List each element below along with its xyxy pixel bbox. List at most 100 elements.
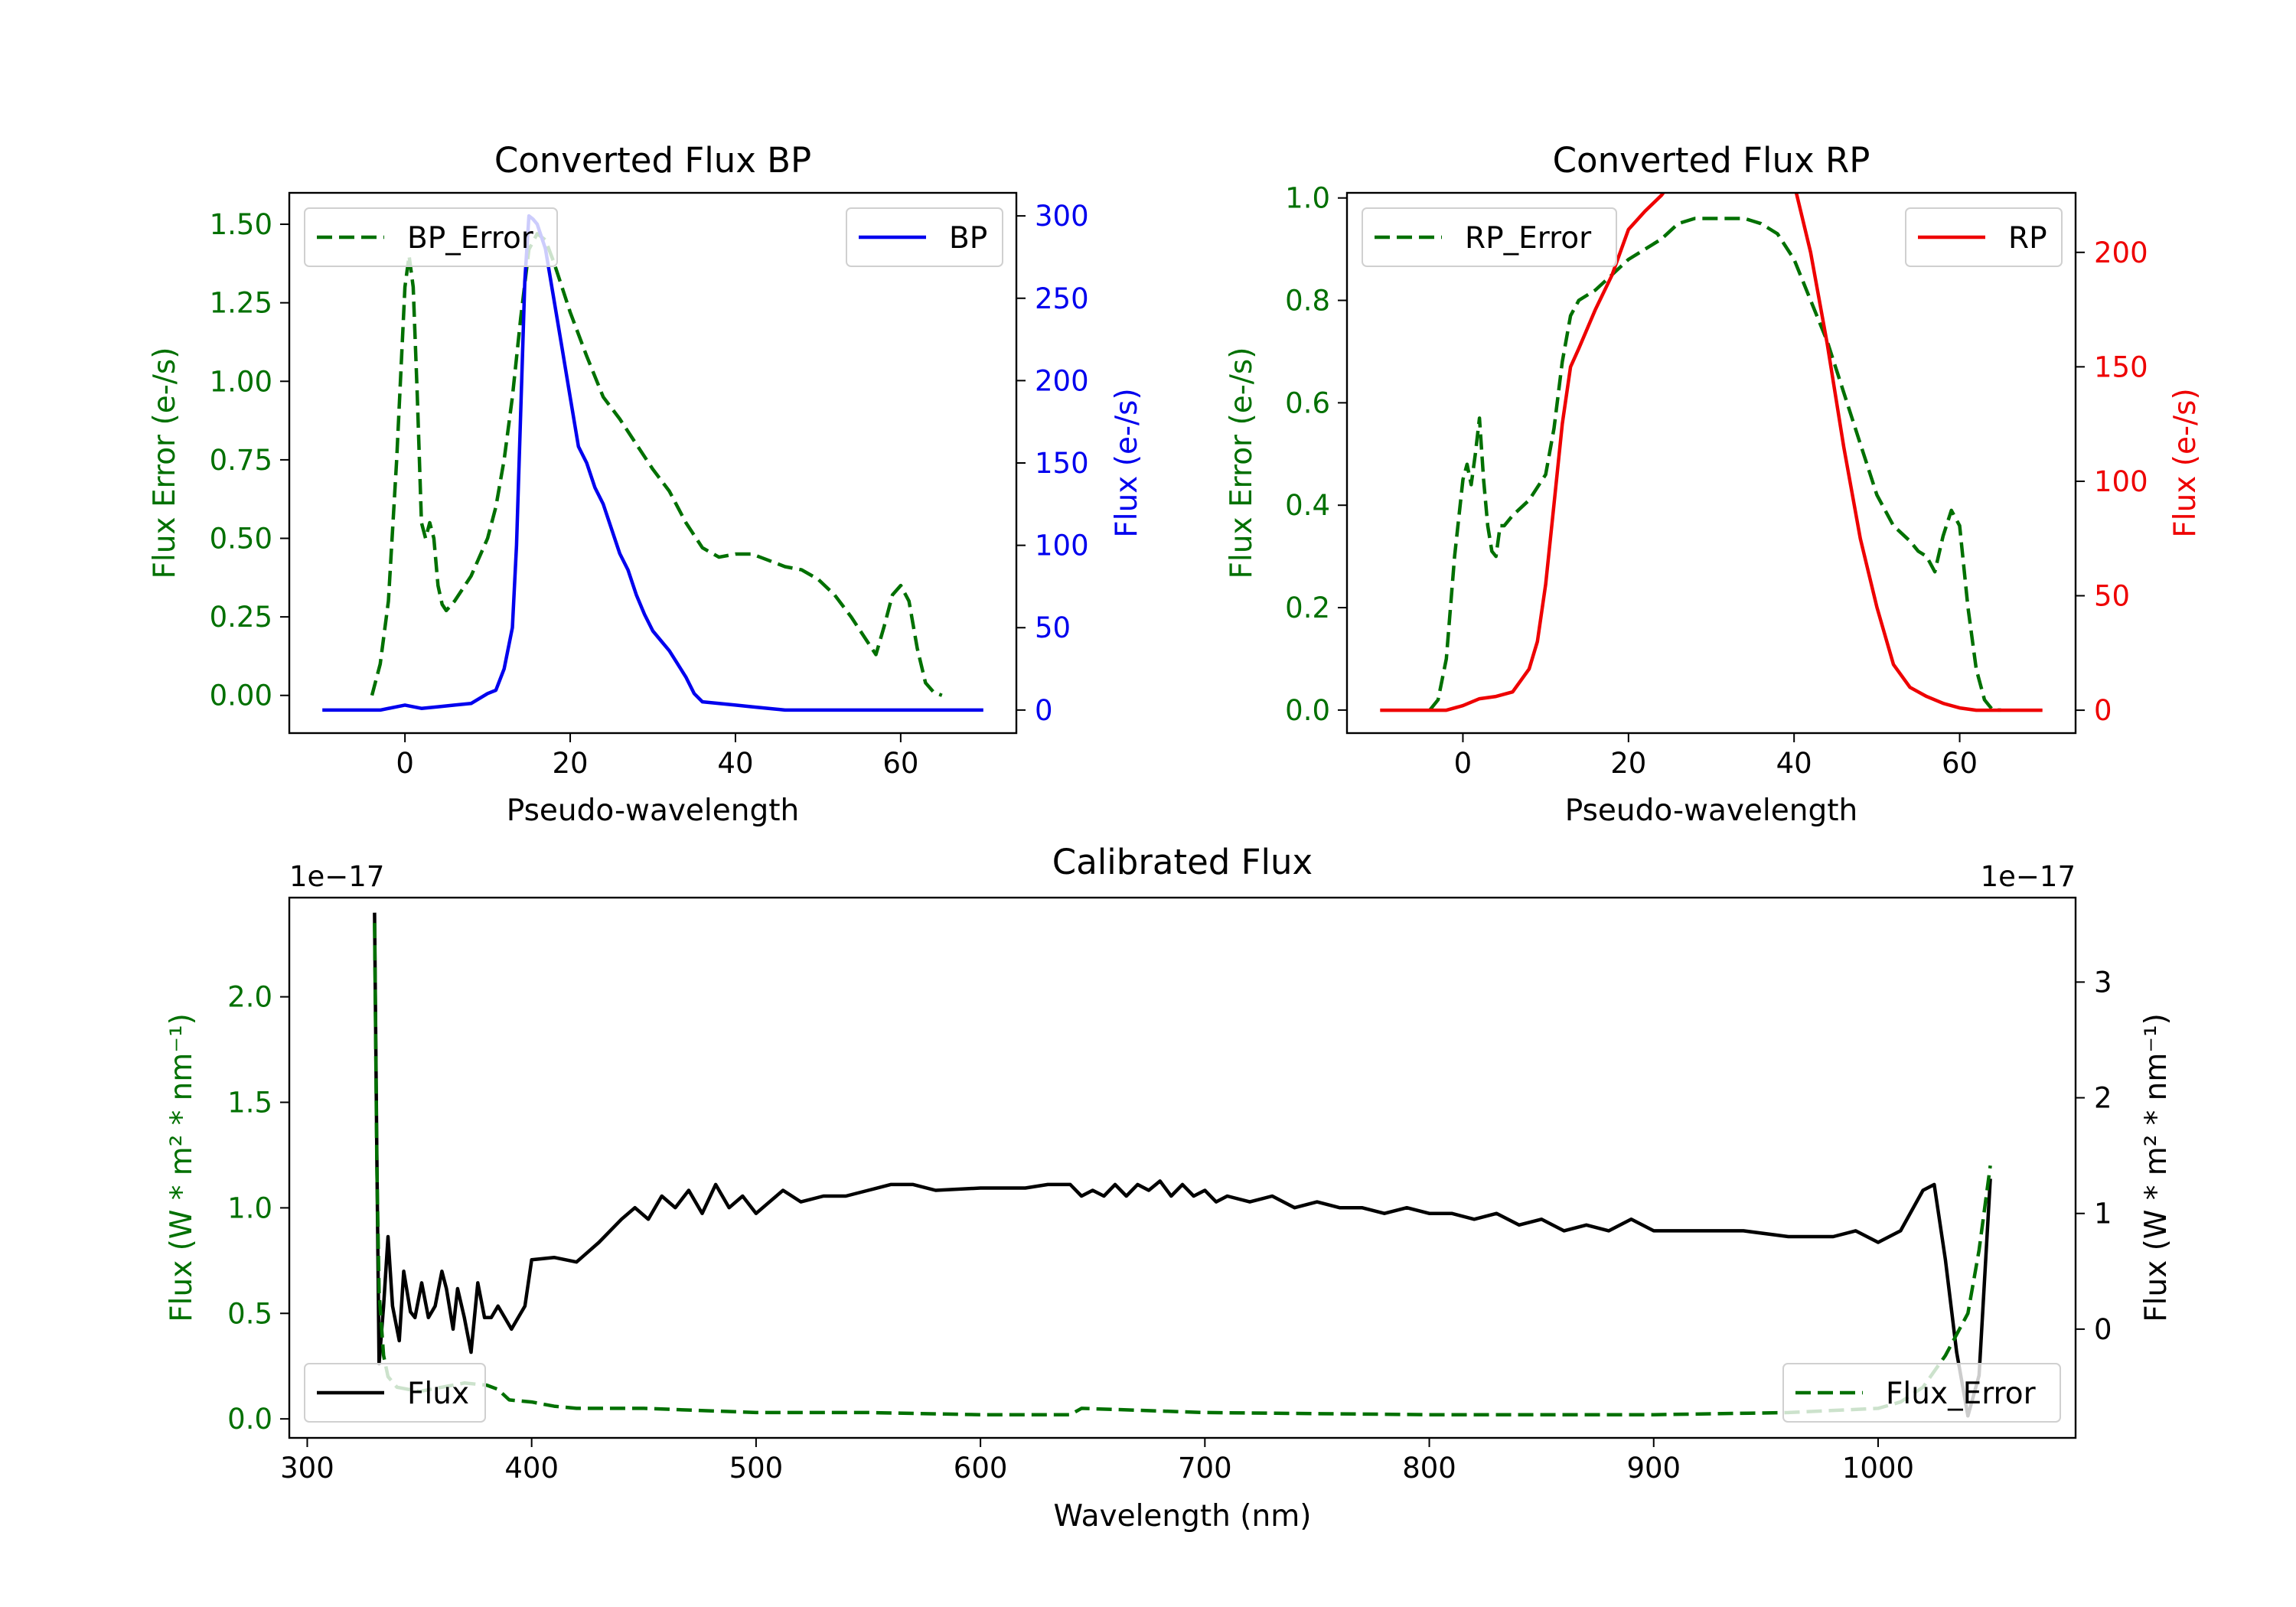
legend-left-label: BP_Error — [407, 221, 534, 256]
right-y-tick-label: 200 — [1035, 364, 1089, 397]
left-y-tick-label: 0.0 — [1285, 694, 1330, 727]
legend-left-label: RP_Error — [1465, 221, 1592, 256]
x-tick-label: 40 — [1776, 747, 1812, 780]
legend-right: BP — [846, 207, 1003, 267]
right-y-axis-label: Flux (W * m² * nm⁻¹) — [2139, 1013, 2174, 1322]
left-y-axis-label: Flux Error (e-/s) — [1225, 347, 1259, 579]
left-y-tick-label: 1.00 — [210, 365, 272, 398]
left-y-tick-label: 0.8 — [1285, 285, 1330, 318]
left-y-tick-label: 0.6 — [1285, 386, 1330, 419]
right-y-tick-label: 3 — [2094, 966, 2112, 999]
x-tick-label: 0 — [1454, 747, 1473, 780]
right-y-tick-label: 100 — [1035, 530, 1089, 562]
legend-right-box — [1782, 1363, 2061, 1423]
left-y-tick-label: 1.5 — [227, 1087, 272, 1120]
legend-left-box — [1362, 207, 1617, 267]
legend-right: Flux_Error — [1782, 1363, 2061, 1423]
legend-left-box — [304, 1363, 486, 1423]
legend-left: RP_Error — [1362, 207, 1617, 267]
series-line-rp — [1380, 193, 2043, 712]
right-y-tick-label: 0 — [2094, 694, 2112, 727]
series-line-flux — [373, 912, 1992, 1418]
x-axis-ticks: 0 20 40 60 — [1454, 733, 1978, 780]
left-y-tick-label: 1.25 — [210, 287, 272, 320]
chart-calibrated: Calibrated Flux 1e−17 1e−17 300 400 500 600… — [165, 842, 2174, 1534]
legend-left-box — [304, 207, 558, 267]
chart-title: Converted Flux RP — [1553, 140, 1870, 181]
left-offset-label: 1e−17 — [289, 860, 384, 893]
left-y-tick-label: 0.00 — [210, 680, 272, 712]
series-line-rp-error — [1428, 217, 2001, 712]
x-tick-label: 60 — [1942, 747, 1978, 780]
x-tick-label: 40 — [717, 747, 753, 780]
left-y-axis-ticks: 0.0 0.5 1.0 1.5 2.0 — [227, 981, 289, 1436]
series-line-bp — [322, 214, 983, 712]
right-y-tick-label: 150 — [2094, 350, 2148, 383]
right-y-tick-label: 0 — [1035, 694, 1053, 727]
left-y-tick-label: 0.50 — [210, 523, 272, 556]
legend-right-label: Flux_Error — [1886, 1377, 2037, 1411]
series-line-bp-error — [370, 232, 943, 697]
left-y-tick-label: 0.0 — [227, 1403, 272, 1436]
chart-bp: Converted Flux BP 0 20 40 60 0.000.250.500.… — [148, 140, 1144, 828]
legend-right-label: RP — [2008, 221, 2047, 256]
left-y-tick-label: 0.4 — [1285, 489, 1330, 522]
left-y-tick-label: 2.0 — [227, 981, 272, 1014]
left-y-tick-label: 1.0 — [1285, 182, 1330, 215]
x-tick-label: 700 — [1178, 1452, 1232, 1485]
left-y-axis-ticks: 0.0 0.2 0.4 0.6 0.8 1.0 — [1285, 182, 1347, 727]
x-axis-label: Pseudo-wavelength — [1565, 794, 1857, 828]
right-offset-label: 1e−17 — [1981, 860, 2076, 893]
x-axis-ticks: 0 20 40 60 — [396, 733, 918, 780]
legend-right: RP — [1905, 207, 2063, 267]
right-y-tick-label: 2 — [2094, 1082, 2112, 1115]
left-y-tick-label: 0.75 — [210, 444, 272, 477]
x-axis-label: Pseudo-wavelength — [507, 794, 799, 828]
x-tick-label: 600 — [954, 1452, 1008, 1485]
x-tick-label: 900 — [1626, 1452, 1681, 1485]
right-y-axis-ticks: 0 1 2 3 — [2076, 966, 2112, 1346]
right-y-tick-label: 300 — [1035, 200, 1089, 233]
chart-title: Converted Flux BP — [494, 140, 811, 181]
x-tick-label: 800 — [1402, 1452, 1456, 1485]
left-y-axis-ticks: 0.00 0.25 0.50 0.75 1.00 1.25 1.50 — [210, 208, 289, 712]
chart-rp: Converted Flux RP 0 20 40 60 0.00.20.40.60.… — [1225, 140, 2203, 828]
right-y-axis-label: Flux (e-/s) — [2168, 388, 2203, 537]
legend-right-label: BP — [949, 221, 987, 256]
left-y-tick-label: 1.50 — [210, 208, 272, 241]
x-tick-label: 400 — [504, 1452, 559, 1485]
right-y-tick-label: 50 — [1035, 611, 1071, 644]
plot-area — [322, 214, 983, 712]
left-y-tick-label: 0.2 — [1285, 592, 1330, 624]
left-y-tick-label: 0.25 — [210, 601, 272, 634]
left-y-tick-label: 0.5 — [227, 1297, 272, 1330]
x-tick-label: 1000 — [1842, 1452, 1914, 1485]
left-y-axis-label: Flux Error (e-/s) — [148, 347, 182, 579]
left-y-axis-label: Flux (W * m² * nm⁻¹) — [165, 1013, 199, 1322]
chart-title: Calibrated Flux — [1052, 842, 1313, 882]
axes-frame — [288, 896, 2077, 1439]
plot-area — [1380, 193, 2043, 712]
right-y-tick-label: 100 — [2094, 465, 2148, 498]
x-tick-label: 20 — [552, 747, 588, 780]
x-tick-label: 0 — [396, 747, 414, 780]
x-tick-label: 300 — [280, 1452, 334, 1485]
axes-frame — [1345, 191, 2077, 735]
x-axis-label: Wavelength (nm) — [1054, 1499, 1312, 1534]
right-y-tick-label: 150 — [1035, 447, 1089, 480]
legend-left: Flux — [304, 1363, 486, 1423]
right-y-axis-label: Flux (e-/s) — [1110, 388, 1144, 537]
right-y-axis-ticks: 0 50 100 150 200 — [2076, 236, 2148, 727]
right-y-tick-label: 250 — [1035, 282, 1089, 315]
x-tick-label: 60 — [882, 747, 918, 780]
x-tick-label: 500 — [729, 1452, 784, 1485]
legend-left-label: Flux — [407, 1377, 469, 1411]
x-tick-label: 20 — [1610, 747, 1646, 780]
right-y-tick-label: 200 — [2094, 236, 2148, 269]
right-y-axis-ticks: 0 50 100 150 200 250 300 — [1016, 200, 1089, 727]
right-y-tick-label: 0 — [2094, 1313, 2112, 1346]
legend-left: BP_Error — [304, 207, 558, 267]
right-y-tick-label: 1 — [2094, 1198, 2112, 1231]
x-axis-ticks: 300 400 500 600 700 800 900 1000 — [280, 1438, 1914, 1485]
